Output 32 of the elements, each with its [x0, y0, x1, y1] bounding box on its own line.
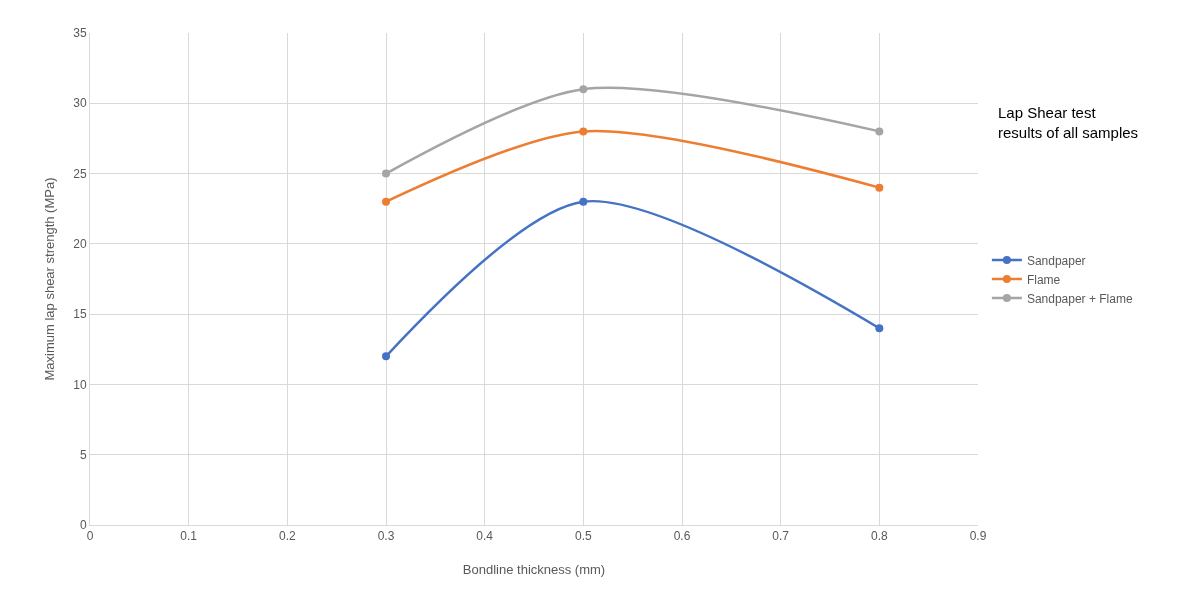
- x-tick-label: 0.8: [870, 529, 888, 544]
- point: [579, 85, 588, 94]
- point: [579, 127, 588, 136]
- point: [382, 352, 390, 361]
- x-tick-label: 0.5: [574, 529, 592, 544]
- point: [382, 197, 390, 206]
- y-tick-label: 5: [79, 447, 87, 462]
- x-tick-label: 0.1: [180, 529, 198, 544]
- legend-label: Sandpaper + Flame: [1026, 291, 1133, 306]
- y-tick-label: 10: [73, 377, 87, 392]
- y-tick-label: 15: [73, 307, 87, 322]
- y-tick-label: 35: [73, 26, 87, 41]
- y-tick-label: 30: [73, 96, 87, 111]
- x-tick-label: 0.6: [673, 529, 691, 544]
- text: Lap Shear test results of all samples: [998, 104, 1139, 141]
- x-tick-label: 0.9: [969, 529, 987, 544]
- point: [875, 183, 884, 192]
- point: [875, 127, 884, 136]
- point: [875, 324, 884, 333]
- x-tick-label: 0.7: [772, 529, 790, 544]
- legend-label: Sandpaper: [1026, 253, 1086, 268]
- y-axis-title: Maximum lap shear strength (MPa): [42, 177, 57, 381]
- legend-label: Flame: [1026, 272, 1061, 287]
- point: [382, 169, 390, 178]
- x-tick-label: 0.3: [377, 529, 395, 544]
- x-tick-label: 0.4: [476, 529, 494, 544]
- x-axis-title: Bondline thickness (mm): [462, 562, 606, 577]
- y-tick-label: 25: [73, 166, 87, 181]
- y-tick-label: 20: [73, 237, 87, 252]
- x-tick-label: 0.2: [278, 529, 296, 544]
- point: [579, 197, 588, 206]
- y-tick-label: 0: [79, 518, 87, 533]
